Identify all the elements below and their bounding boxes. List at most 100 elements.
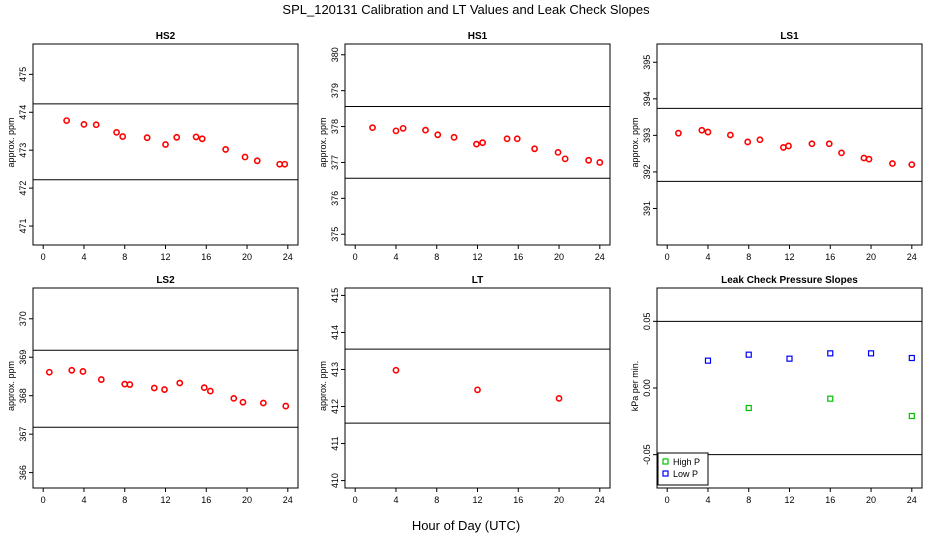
data-point [473, 140, 480, 148]
series-values [675, 126, 916, 168]
data-point [162, 141, 169, 148]
data-point [126, 381, 134, 388]
y-tick-label: 366 [18, 465, 28, 480]
y-tick-label: 375 [330, 227, 340, 242]
x-tick-label: 12 [784, 495, 794, 505]
y-tick-label: 368 [18, 388, 28, 403]
x-tick-label: 0 [665, 252, 670, 262]
x-tick-label: 24 [283, 495, 293, 505]
series-values [392, 366, 563, 402]
x-tick-label: 4 [705, 495, 710, 505]
data-point [259, 399, 267, 407]
chart-panel-5: LT 0 4 8 12 16 20 24 410 411 412 413 414 415 approx. p… [318, 275, 611, 505]
data-point [176, 379, 184, 387]
data-point [198, 135, 206, 143]
y-axis-label: approx. ppm [318, 117, 328, 167]
data-point [173, 133, 181, 141]
x-tick-label: 12 [160, 252, 170, 262]
panel-title: LS2 [156, 275, 175, 286]
y-tick-label: 410 [330, 473, 340, 488]
data-point [704, 357, 712, 364]
data-point [531, 145, 538, 153]
data-point [756, 136, 764, 144]
x-tick-label: 4 [705, 252, 710, 262]
x-tick-label: 20 [866, 252, 876, 262]
data-point [704, 128, 712, 136]
panel-title: Leak Check Pressure Slopes [721, 275, 858, 286]
plot-frame [656, 43, 923, 246]
x-tick-label: 20 [554, 252, 564, 262]
x-tick-label: 16 [825, 495, 835, 505]
chart-panel-2: HS1 0 4 8 12 16 20 24 375 376 377 378 379 380 approx. … [318, 31, 611, 262]
y-tick-label: 0.05 [642, 313, 652, 331]
data-point [726, 131, 734, 139]
y-tick-label: 369 [18, 350, 28, 365]
x-tick-label: 12 [160, 495, 170, 505]
x-tick-label: 8 [122, 252, 127, 262]
data-point [889, 160, 896, 167]
chart-panel-3: LS1 0 4 8 12 16 20 24 391 392 393 394 395 approx. ppm [630, 31, 923, 262]
data-point [45, 368, 53, 376]
data-point [808, 140, 816, 148]
legend-label: Low P [673, 469, 698, 479]
panel-title: LS1 [780, 31, 799, 42]
series-values [63, 117, 289, 168]
y-tick-label: 392 [642, 164, 652, 179]
x-tick-label: 0 [353, 495, 358, 505]
x-tick-label: 24 [595, 495, 605, 505]
y-axis-label: approx. ppm [630, 117, 640, 167]
data-point [698, 126, 706, 134]
data-point [422, 126, 429, 134]
x-tick-label: 8 [746, 252, 751, 262]
y-axis-label: kPa per min. [630, 361, 640, 412]
legend-label: High P [673, 457, 700, 467]
x-tick-label: 4 [393, 495, 398, 505]
data-point [399, 124, 407, 132]
x-tick-label: 20 [866, 495, 876, 505]
data-point [161, 386, 168, 393]
data-point [555, 394, 563, 402]
x-tick-label: 16 [513, 252, 523, 262]
data-point [63, 117, 71, 125]
y-tick-label: 394 [642, 91, 652, 106]
plot-frame [32, 43, 299, 246]
x-tick-label: 16 [201, 495, 211, 505]
data-point [369, 124, 376, 132]
x-tick-label: 0 [41, 252, 46, 262]
x-tick-label: 16 [513, 495, 523, 505]
series-high-p [745, 395, 915, 420]
x-tick-label: 4 [81, 495, 86, 505]
data-point [200, 384, 208, 392]
y-tick-label: 376 [330, 191, 340, 206]
x-tick-label: 8 [122, 495, 127, 505]
data-point [222, 146, 230, 153]
data-point [596, 159, 604, 166]
data-point [744, 138, 752, 146]
x-tick-label: 24 [595, 252, 605, 262]
y-axis-label: approx. ppm [318, 361, 328, 411]
data-point [206, 387, 214, 395]
data-point [119, 133, 127, 140]
data-point [908, 354, 915, 362]
chart-panel-6: Leak Check Pressure Slopes 0 4 8 12 16 20 24 -0.… [630, 275, 923, 505]
data-point [392, 366, 400, 374]
data-point [434, 131, 442, 139]
data-point [92, 121, 100, 129]
x-tick-label: 12 [472, 495, 482, 505]
x-tick-label: 0 [665, 495, 670, 505]
data-point [908, 161, 916, 168]
y-tick-label: 378 [330, 119, 340, 134]
data-point [827, 395, 834, 402]
data-point [503, 135, 511, 143]
data-point [68, 366, 76, 374]
x-tick-label: 12 [472, 252, 482, 262]
x-tick-label: 24 [907, 495, 917, 505]
y-tick-label: 471 [18, 219, 28, 234]
data-point [281, 160, 289, 168]
series-values [369, 124, 604, 166]
data-point [785, 142, 792, 150]
y-axis-label: approx. ppm [6, 117, 16, 167]
y-tick-label: 414 [330, 325, 340, 340]
y-tick-label: 413 [330, 362, 340, 377]
x-tick-label: 20 [554, 495, 564, 505]
